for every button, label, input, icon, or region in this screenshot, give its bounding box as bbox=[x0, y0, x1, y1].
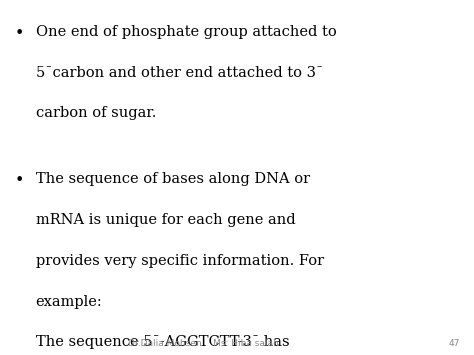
Text: example:: example: bbox=[36, 295, 102, 308]
Text: Dr.Dalia Mohsen    Ms: Hiba salah: Dr.Dalia Mohsen Ms: Hiba salah bbox=[128, 339, 279, 348]
Text: One end of phosphate group attached to: One end of phosphate group attached to bbox=[36, 25, 336, 39]
Text: provides very specific information. For: provides very specific information. For bbox=[36, 254, 324, 268]
Text: The sequence of bases along DNA or: The sequence of bases along DNA or bbox=[36, 172, 310, 186]
Text: The sequence 5¯-AGGTCTT-3¯ has: The sequence 5¯-AGGTCTT-3¯ has bbox=[36, 335, 289, 349]
Text: 47: 47 bbox=[448, 339, 460, 348]
Text: •: • bbox=[14, 172, 24, 189]
Text: carbon of sugar.: carbon of sugar. bbox=[36, 106, 156, 120]
Text: 5¯carbon and other end attached to 3¯: 5¯carbon and other end attached to 3¯ bbox=[36, 66, 323, 80]
Text: •: • bbox=[14, 25, 24, 42]
Text: mRNA is unique for each gene and: mRNA is unique for each gene and bbox=[36, 213, 295, 227]
